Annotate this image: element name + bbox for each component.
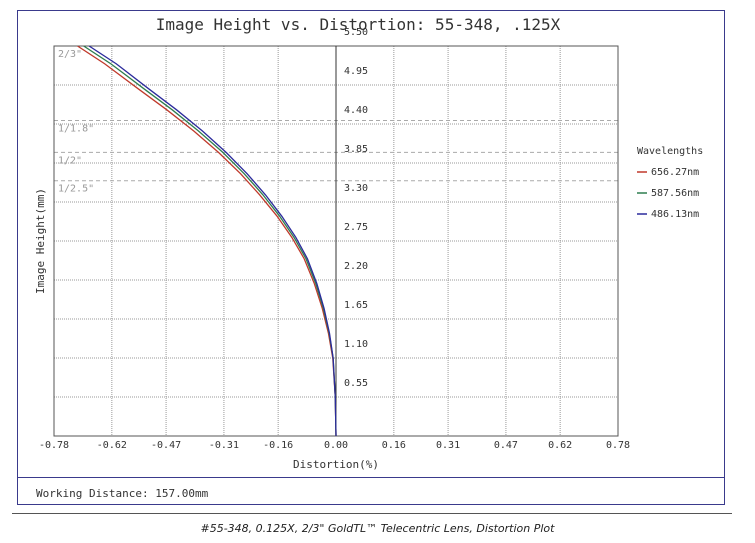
- legend-entry: 587.56nm: [651, 188, 699, 199]
- legend: Wavelengths 656.27nm 587.56nm 486.13nm: [637, 146, 703, 220]
- x-tick-label: -0.62: [97, 440, 127, 451]
- y-tick-label: 1.65: [344, 300, 368, 311]
- y-tick-label: 0.55: [344, 378, 368, 389]
- x-tick-label: -0.16: [263, 440, 293, 451]
- legend-entry: 656.27nm: [651, 167, 699, 178]
- y-tick-label: 4.95: [344, 66, 368, 77]
- x-tick-label: 0.31: [436, 440, 460, 451]
- x-tick-label: 0.16: [382, 440, 406, 451]
- x-tick-label: 0.00: [324, 440, 348, 451]
- working-distance: Working Distance: 157.00mm: [36, 487, 209, 500]
- chart-title: Image Height vs. Distortion: 55-348, .12…: [156, 15, 561, 34]
- figure-caption: #55-348, 0.125X, 2/3" GoldTL™ Telecentri…: [200, 522, 555, 535]
- y-axis-label: Image Height(mm): [34, 188, 47, 294]
- y-tick-label: 1.10: [344, 339, 368, 350]
- y-tick-labels: 0.55 1.10 1.65 2.20 2.75 3.30 3.85 4.40 4.95 5.50: [344, 27, 368, 389]
- y-tick-label: 3.30: [344, 183, 368, 194]
- y-tick-label: 2.75: [344, 222, 368, 233]
- distortion-curves: [77, 46, 337, 436]
- x-tick-labels: -0.78 -0.62 -0.47 -0.31 -0.16 0.00 0.16 0.31 0.4…: [39, 440, 630, 451]
- y-tick-label: 4.40: [344, 105, 368, 116]
- x-tick-label: 0.62: [548, 440, 572, 451]
- sensor-format-label: 1/2": [58, 155, 82, 166]
- x-axis-label: Distortion(%): [293, 458, 379, 471]
- sensor-format-label: 1/1.8": [58, 123, 94, 134]
- legend-title: Wavelengths: [637, 146, 703, 157]
- caption-rule: [12, 513, 732, 514]
- legend-entry: 486.13nm: [651, 209, 699, 220]
- sensor-format-label: 1/2.5": [58, 184, 94, 195]
- x-tick-label: -0.78: [39, 440, 69, 451]
- series-line-486.13nm: [88, 46, 337, 436]
- x-tick-label: 0.78: [606, 440, 630, 451]
- frame-divider: [17, 477, 725, 478]
- x-tick-label: -0.31: [209, 440, 239, 451]
- plot-frame: [17, 10, 725, 505]
- sensor-format-label: 2/3": [58, 49, 82, 60]
- x-tick-label: -0.47: [151, 440, 181, 451]
- y-tick-label: 2.20: [344, 261, 368, 272]
- y-tick-label: 5.50: [344, 27, 368, 38]
- x-tick-label: 0.47: [494, 440, 518, 451]
- y-tick-label: 3.85: [344, 144, 368, 155]
